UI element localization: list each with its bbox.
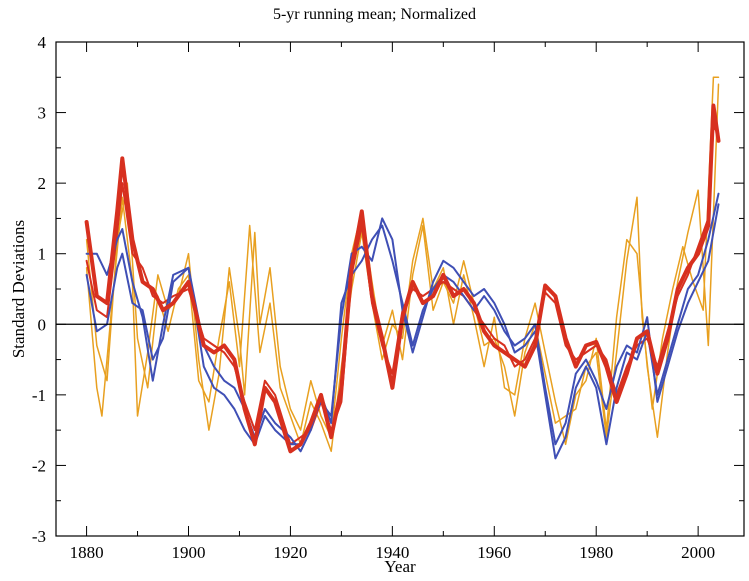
x-tick-label: 1920 — [273, 543, 307, 562]
y-tick-label: -2 — [32, 456, 46, 475]
x-axis-title: Year — [384, 557, 416, 576]
x-tick-label: 1880 — [70, 543, 104, 562]
y-tick-label: 0 — [38, 315, 47, 334]
y-tick-label: -1 — [32, 386, 46, 405]
x-tick-label: 1980 — [579, 543, 613, 562]
y-tick-label: 1 — [38, 245, 47, 264]
x-tick-label: 1940 — [375, 543, 409, 562]
x-tick-label: 1960 — [477, 543, 511, 562]
y-tick-label: 2 — [38, 174, 47, 193]
series-line-1 — [84, 103, 721, 454]
axis-layer: 1880 1900 1920 1940 1960 1980 2000 -3 -2 -1 0 1 2 3 4 — [32, 33, 745, 562]
x-tick-label: 2000 — [681, 543, 715, 562]
series-line-5 — [85, 76, 720, 438]
chart-title: 5-yr running mean; Normalized — [272, 6, 477, 23]
x-tick-label: 1900 — [172, 543, 206, 562]
y-axis-title: Standard Deviations — [9, 220, 28, 358]
series-layer — [84, 76, 721, 460]
y-tick-label: 4 — [38, 33, 47, 52]
series-line-6 — [85, 83, 720, 453]
y-tick-label: -3 — [32, 527, 46, 546]
y-tick-label: 3 — [38, 104, 47, 123]
